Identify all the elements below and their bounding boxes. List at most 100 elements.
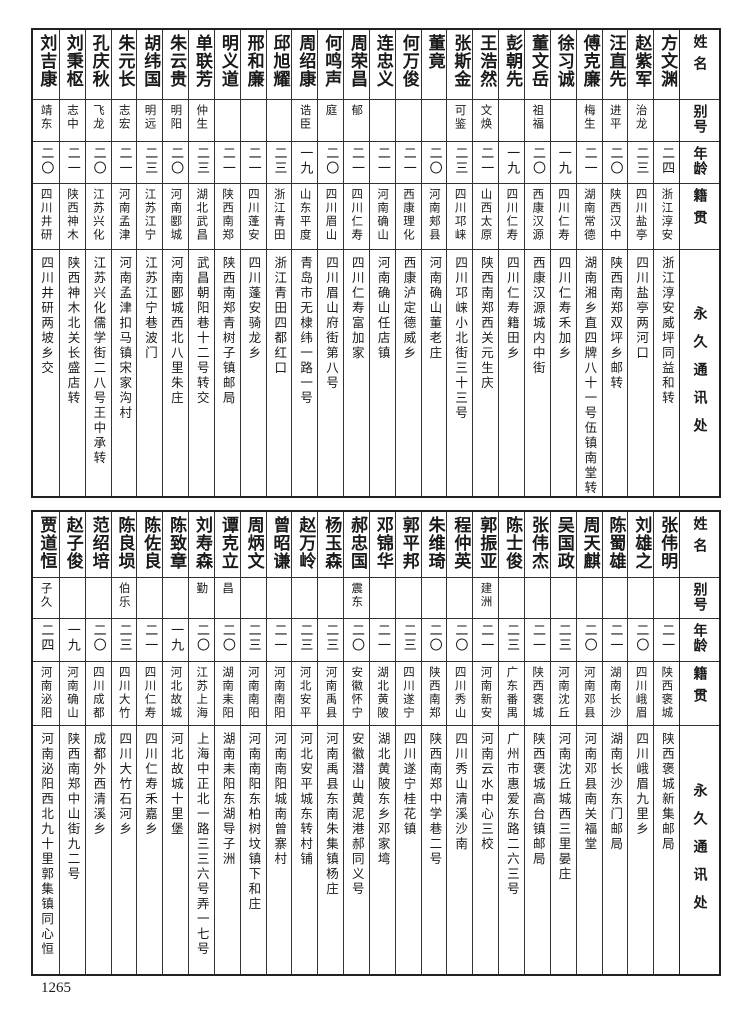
alias-cell — [525, 578, 550, 619]
native-place-text: 河南郾城 — [169, 188, 184, 242]
address-cell: 浙江淳安威坪同益和转 — [654, 250, 679, 496]
header-cell: 别号 — [680, 578, 719, 619]
address-text: 河南邓县南关福堂 — [582, 732, 598, 852]
person-column: 郝忠国 震东 二〇 安徽怀宁 安徽潜山黄泥港郝同义号 — [343, 512, 369, 974]
name-text: 朱云贵 — [166, 34, 187, 88]
age-text: 二一 — [478, 146, 494, 176]
name-text: 赵子俊 — [62, 516, 83, 570]
name-text: 刘雄之 — [631, 516, 652, 570]
alias-cell — [499, 100, 525, 142]
native-place-cell: 河南南阳 — [240, 662, 266, 726]
person-column: 何万俊 二一 西康理化 西康泸定德威乡 — [394, 30, 421, 496]
native-place-text: 陕西褒城 — [531, 666, 546, 720]
header-label: 永久通讯处 — [691, 783, 708, 923]
alias-cell — [85, 578, 111, 619]
name-text: 刘寿森 — [191, 516, 212, 570]
person-column: 赵子俊 一九 河南确山 陕西南郑中山街九二号 — [58, 512, 85, 974]
age-cell: 二〇 — [576, 619, 602, 662]
native-place-text: 广东番禺 — [505, 666, 520, 720]
name-text: 赵紫军 — [631, 34, 652, 88]
address-text: 成都外西清溪乡 — [91, 732, 107, 837]
native-place-text: 陕西神木 — [66, 188, 80, 242]
age-text: 二一 — [271, 623, 287, 653]
address-cell: 四川盐亭两河口 — [628, 250, 653, 496]
age-cell: 二三 — [240, 619, 266, 662]
age-cell: 二一 — [214, 142, 240, 184]
person-column: 吴国政 二三 河南沈丘 河南沈丘城西三里晏庄 — [549, 512, 576, 974]
age-cell: 二一 — [576, 142, 602, 184]
person-column: 朱维琦 二〇 陕西南郑 陕西南郑中学巷二号 — [420, 512, 447, 974]
name-cell: 范绍培 — [85, 512, 111, 578]
alias-text: 伯乐 — [117, 582, 132, 609]
name-cell: 彭朝先 — [499, 30, 525, 100]
address-cell: 河南禹县东南朱集镇杨庄 — [318, 726, 343, 974]
name-text: 郝忠国 — [347, 516, 368, 570]
native-place-cell: 陕西褒城 — [525, 662, 550, 726]
name-cell: 谭克立 — [214, 512, 240, 578]
person-column: 曾昭谦 二一 河南南阳 河南南阳城南曾寨村 — [265, 512, 292, 974]
age-text: 二〇 — [90, 623, 106, 653]
header-cell: 年龄 — [680, 142, 719, 184]
header-label: 姓名 — [691, 516, 708, 560]
native-place-cell: 四川成都 — [85, 662, 111, 726]
age-text: 二一 — [478, 623, 494, 653]
native-place-cell: 四川大竹 — [111, 662, 137, 726]
address-text: 陕西南郑中学巷二号 — [427, 732, 443, 867]
age-text: 二一 — [374, 146, 390, 176]
name-text: 贾道恒 — [36, 516, 57, 570]
native-place-cell: 安徽怀宁 — [344, 662, 369, 726]
address-text: 河南确山任店镇 — [375, 256, 391, 361]
alias-text: 靖东 — [39, 104, 54, 131]
name-text: 何万俊 — [398, 34, 419, 88]
address-cell: 上海中正北一路三三六号弄一七号 — [189, 726, 214, 974]
native-place-text: 四川仁寿 — [557, 188, 572, 242]
alias-cell: 子久 — [32, 578, 59, 619]
age-text: 二三 — [193, 146, 209, 176]
person-column: 刘雄之 二〇 四川峨眉 四川峨眉九里乡 — [627, 512, 654, 974]
name-text: 张伟明 — [657, 516, 678, 570]
age-text: 二〇 — [219, 623, 235, 653]
person-column: 张斯金 可鉴 二三 四川邛崃 四川邛崃小北街三十三号 — [446, 30, 473, 496]
native-place-cell: 四川仁寿 — [499, 184, 525, 250]
address-cell: 陕西南郑双坪乡邮转 — [603, 250, 628, 496]
age-text: 二〇 — [349, 623, 365, 653]
person-column: 傅克廉 梅生 二一 湖南常德 湖南湘乡直四牌八十一号伍镇南堂转 — [575, 30, 602, 496]
address-cell: 四川仁寿禾嘉乡 — [137, 726, 162, 974]
name-text: 吴国政 — [553, 516, 574, 570]
age-cell: 二〇 — [318, 142, 344, 184]
name-text: 曾昭谦 — [269, 516, 290, 570]
alias-cell — [240, 100, 266, 142]
alias-cell — [576, 578, 602, 619]
native-place-text: 江苏江宁 — [143, 188, 158, 242]
address-cell: 河南南阳城南曾寨村 — [267, 726, 292, 974]
native-place-text: 四川眉山 — [324, 188, 339, 242]
alias-cell: 飞龙 — [85, 100, 111, 142]
native-place-text: 西康理化 — [401, 188, 416, 242]
address-cell: 西康汉源城内中街 — [525, 250, 550, 496]
alias-cell — [654, 578, 680, 619]
alias-cell — [550, 578, 576, 619]
name-text: 杨玉森 — [321, 516, 342, 570]
age-text: 二一 — [529, 623, 545, 653]
name-cell: 明义道 — [214, 30, 240, 100]
alias-cell: 明阳 — [163, 100, 189, 142]
address-text: 四川眉山府街第八号 — [323, 256, 339, 391]
age-cell: 二三 — [189, 142, 214, 184]
address-cell: 陕西南郑中学巷二号 — [422, 726, 447, 974]
native-place-cell: 四川邛崃 — [447, 184, 473, 250]
native-place-cell: 河北安平 — [292, 662, 318, 726]
native-place-cell: 河北故城 — [163, 662, 189, 726]
address-cell: 陕西南郑西关元生庆 — [473, 250, 498, 496]
address-cell: 湖南长沙东门邮局 — [603, 726, 628, 974]
name-text: 邢和廉 — [243, 34, 264, 88]
name-text: 郭平邦 — [398, 516, 419, 570]
person-column: 董文岳 祖福 二〇 西康汉源 西康汉源城内中街 — [524, 30, 550, 496]
address-cell: 河北故城十里堡 — [163, 726, 188, 974]
person-column: 何鸣声庭二〇 四川眉山 四川眉山府街第八号 — [317, 30, 344, 496]
name-text: 单联芳 — [191, 34, 212, 88]
age-cell: 二三 — [447, 142, 473, 184]
native-place-text: 陕西汉中 — [608, 188, 623, 242]
age-cell: 二〇 — [214, 619, 240, 662]
alias-text: 志中 — [66, 104, 80, 131]
person-column: 汪直先 进平 二〇 陕西汉中 陕西南郑双坪乡邮转 — [601, 30, 628, 496]
